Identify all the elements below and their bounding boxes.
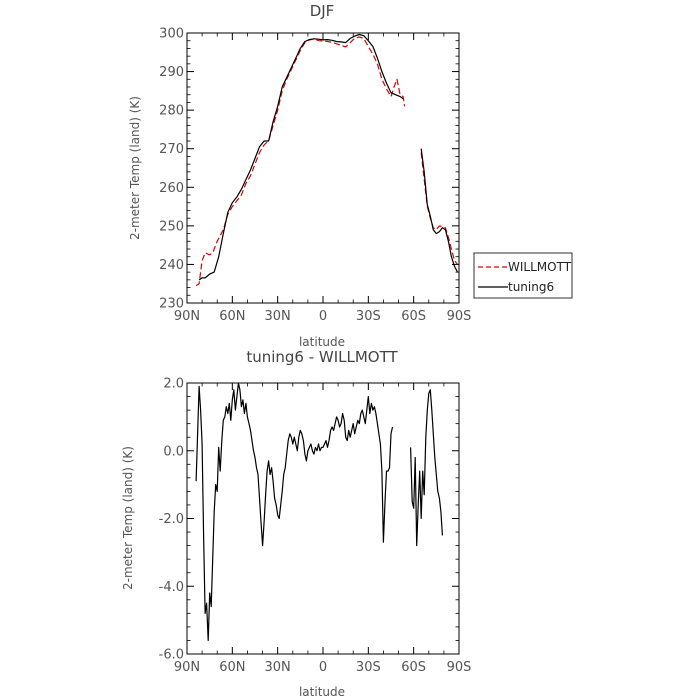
bottom-series-difference [195,382,394,642]
legend-label-willmott: WILLMOTT [508,260,572,274]
legend: WILLMOTT tuning6 [473,252,573,299]
legend-box [473,252,573,299]
top-xtick-label: 0 [319,309,327,324]
top-series-willmott [195,36,406,287]
bottom-ytick-label: 2.0 [163,377,184,392]
panel-bottom: tuning6 - WILLMOTT 90N 60N 30N 0 30S 60S 90S -6… [121,348,471,699]
top-ylabel: 2-meter Temp (land) (K) [128,96,142,240]
top-ytick-label: 290 [159,65,184,80]
top-xlabel: latitude [299,335,345,349]
bottom-plot-area: 90N 60N 30N 0 30S 60S 90S -6.0 -4.0 -2.0 0.0 2.0 [159,377,472,676]
bottom-xtick-label: 60S [401,660,426,675]
bottom-xlabel: latitude [299,685,345,699]
top-series-willmott [420,152,458,265]
top-xtick-label: 30N [265,309,291,324]
bottom-xtick-label: 60N [219,660,245,675]
top-ytick-label: 250 [159,219,184,234]
bottom-ytick-label: -2.0 [159,512,184,527]
top-ytick-label: 230 [159,297,184,312]
top-xtick-label: 60N [219,309,245,324]
top-ytick-label: 240 [159,258,184,273]
top-xtick-label: 90N [174,309,200,324]
bottom-xtick-label: 30S [356,660,381,675]
top-xtick-label: 90S [447,309,472,324]
bottom-xtick-label: 90S [447,660,472,675]
top-ytick-label: 300 [159,27,184,42]
top-series-tuning6 [198,33,404,281]
bottom-series-difference [410,389,443,547]
top-ytick-label: 280 [159,104,184,119]
top-title: DJF [310,2,335,20]
top-series-tuning6 [420,148,459,273]
legend-label-tuning6: tuning6 [508,280,554,294]
panel-top: DJF 90N 60N 30N 0 30S 60S 90S 230 240 250 260 270 28… [128,2,573,349]
bottom-ylabel: 2-meter Temp (land) (K) [121,446,135,590]
bottom-ytick-label: -4.0 [159,580,184,595]
top-ytick-label: 260 [159,181,184,196]
top-xtick-label: 60S [401,309,426,324]
bottom-ytick-label: -6.0 [159,648,184,663]
top-frame [186,32,460,304]
top-ytick-label: 270 [159,142,184,157]
bottom-title: tuning6 - WILLMOTT [246,348,398,366]
bottom-ytick-label: 0.0 [163,444,184,459]
top-xtick-label: 30S [356,309,381,324]
top-plot-area: 90N 60N 30N 0 30S 60S 90S 230 240 250 260 270 280 290… [159,27,471,325]
bottom-xtick-label: 90N [174,660,200,675]
bottom-xtick-label: 30N [265,660,291,675]
bottom-xtick-label: 0 [319,660,327,675]
